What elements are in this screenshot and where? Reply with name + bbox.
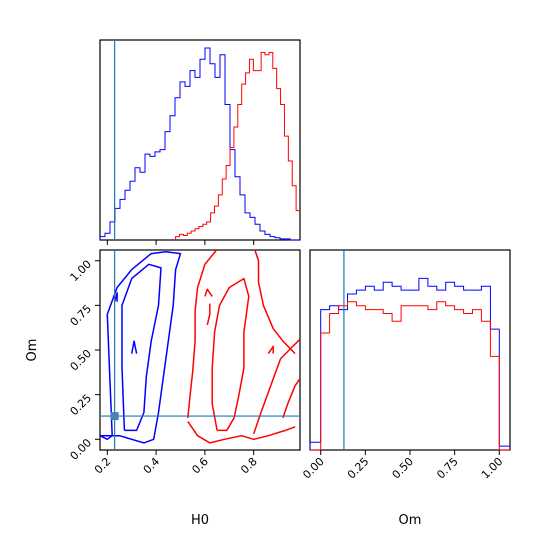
scatter-xtick-label-2: 0.6 (189, 455, 211, 477)
hist-Om-xtick-label-1: 0.25 (345, 455, 372, 482)
scatter-ytick-label-2: 0.50 (68, 347, 95, 374)
hist-Om-frame (309, 249, 511, 451)
contour-run_b-6 (211, 277, 250, 432)
contour-run_b-8 (206, 303, 211, 326)
contour-run_b-11 (282, 378, 300, 419)
hist-Om-series-run_a (309, 277, 510, 450)
x-axis-label-H0: H0 (191, 513, 209, 528)
scatter-xtick-label-1: 0.4 (141, 455, 163, 477)
panel-hist-Om: 0.00 0.25 0.50 0.75 1.00 (300, 249, 511, 482)
hist-H0-frame (99, 39, 301, 241)
contour-run_b-4 (187, 420, 296, 444)
truth-point (110, 412, 119, 421)
contour-run_b-9 (267, 345, 274, 355)
scatter-ytick-label-3: 0.75 (68, 302, 95, 329)
contour-run_a-2 (130, 340, 138, 354)
hist-Om-series-run_b (310, 301, 510, 451)
contour-run_a-0 (100, 251, 182, 444)
panel-hist-H0 (99, 39, 301, 245)
hist-Om-xtick-label-2: 0.50 (390, 455, 417, 482)
contour-run_b-10 (252, 338, 300, 435)
scatter-xtick-label-0: 0.2 (92, 455, 114, 477)
hist-Om-xtick-label-3: 0.75 (434, 455, 461, 482)
hist-Om-xtick-label-4: 1.00 (479, 455, 506, 482)
contour-run_b-7 (204, 288, 213, 297)
scatter-xtick-label-3: 0.8 (238, 455, 260, 477)
contour-run_a-3 (113, 292, 118, 303)
y-axis-label-Om: Om (25, 339, 40, 362)
contour-run_b-5 (187, 250, 296, 418)
hist-H0-series-run-b (175, 52, 300, 240)
scatter-ytick-label-1: 0.25 (68, 392, 95, 419)
hist-Om-xtick-label-0: 0.00 (300, 455, 327, 482)
hist-H0-series-run-a (99, 47, 300, 241)
scatter-ytick-label-0: 0.00 (68, 436, 95, 463)
scatter-ytick-label-4: 1.00 (68, 258, 95, 285)
x-axis-label-Om: Om (399, 513, 422, 528)
panel-scatter-H0-Om: 0.2 0.4 0.6 0.8 0.00 0.25 0.50 0.75 1.00 (68, 249, 301, 477)
contour-run_a-1 (121, 263, 162, 432)
